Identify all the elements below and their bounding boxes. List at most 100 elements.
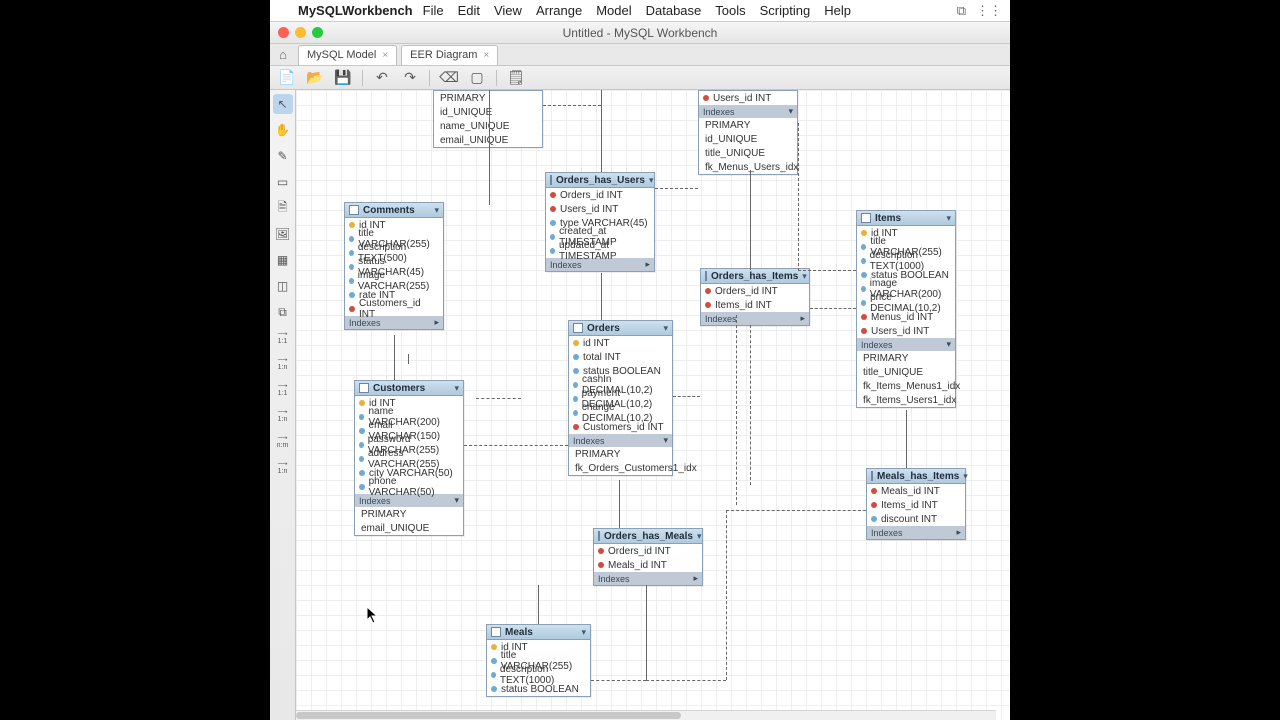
open-icon[interactable]: 📂 (306, 69, 324, 87)
fit-icon[interactable]: ▢ (468, 69, 486, 87)
menu-file[interactable]: File (423, 3, 444, 18)
entity-customers[interactable]: Customers▾id INTname VARCHAR(200)email V… (354, 380, 464, 536)
collapse-icon[interactable]: ▾ (434, 205, 439, 216)
close-icon[interactable]: × (382, 50, 388, 61)
menu-scripting[interactable]: Scripting (760, 3, 811, 18)
eraser-icon[interactable]: ⌫ (440, 69, 458, 87)
routine-tool[interactable]: ⧉ (273, 302, 293, 322)
menu-edit[interactable]: Edit (458, 3, 480, 18)
entity-orders[interactable]: Orders▾id INTtotal INTstatus BOOLEANcash… (568, 320, 673, 476)
indexes-section[interactable]: Indexes▸ (594, 572, 702, 585)
entity-header[interactable]: Comments▾ (345, 203, 443, 218)
chevron-icon[interactable]: ▸ (693, 573, 698, 584)
chevron-icon[interactable]: ▾ (788, 106, 793, 117)
home-tab-icon[interactable]: ⌂ (274, 46, 292, 64)
entity-orders_has_items[interactable]: Orders_has_Items▾Orders_id INTItems_id I… (700, 268, 810, 326)
entity-header[interactable]: Meals_has_Items▾ (867, 469, 965, 484)
column-row: Users_id INT (699, 91, 797, 105)
column-icon (861, 300, 866, 306)
indexes-section[interactable]: Indexes▸ (867, 526, 965, 539)
collapse-icon[interactable]: ▾ (963, 471, 968, 482)
entity-header[interactable]: Orders▾ (569, 321, 672, 336)
undo-icon[interactable]: ↶ (373, 69, 391, 87)
entity-name: Customers (373, 383, 450, 394)
collapse-icon[interactable]: ▾ (581, 627, 586, 638)
scrollbar-thumb[interactable] (296, 712, 681, 719)
horizontal-scrollbar[interactable] (296, 710, 996, 720)
column-icon (861, 244, 866, 250)
entity-orders_has_users[interactable]: Orders_has_Users▾Orders_id INTUsers_id I… (545, 172, 655, 272)
column-row: discount INT (867, 512, 965, 526)
relationship-tool-4[interactable]: ⟶n:m (273, 432, 293, 452)
close-icon[interactable]: × (483, 50, 489, 61)
chevron-icon[interactable]: ▾ (663, 435, 668, 446)
chevron-icon[interactable]: ▸ (800, 313, 805, 324)
tab-mysql-model[interactable]: MySQL Model× (298, 45, 397, 65)
relationship-tool-2[interactable]: ⟶1:1 (273, 380, 293, 400)
connector (906, 410, 907, 468)
entity-partial_top_right[interactable]: Users_id INTIndexes▾PRIMARYid_UNIQUEtitl… (698, 90, 798, 175)
eer-canvas[interactable]: PRIMARYid_UNIQUEname_UNIQUEemail_UNIQUE U… (296, 90, 1010, 720)
chevron-icon[interactable]: ▾ (946, 339, 951, 350)
entity-header[interactable]: Customers ▾ (355, 381, 463, 396)
chevron-icon[interactable]: ▸ (956, 527, 961, 538)
pencil-tool[interactable]: ✎ (273, 146, 293, 166)
relationship-tool-5[interactable]: ⟶1:n (273, 458, 293, 478)
collapse-icon[interactable]: ▾ (802, 271, 807, 282)
relationship-tool-0[interactable]: ⟶1:1 (273, 328, 293, 348)
menu-database[interactable]: Database (646, 3, 702, 18)
section-label: Indexes (573, 436, 605, 446)
menu-tools[interactable]: Tools (715, 3, 745, 18)
entity-meals_has_items[interactable]: Meals_has_Items▾Meals_id INTItems_id INT… (866, 468, 966, 540)
entity-header[interactable]: Orders_has_Meals▾ (594, 529, 702, 544)
view-tool[interactable]: ◫ (273, 276, 293, 296)
indexes-section[interactable]: Indexes▸ (701, 312, 809, 325)
airplay-icon[interactable]: ⧉ (957, 3, 966, 19)
entity-orders_has_meals[interactable]: Orders_has_Meals▾Orders_id INTMeals_id I… (593, 528, 703, 586)
redo-icon[interactable]: ↷ (401, 69, 419, 87)
index-row: id_UNIQUE (434, 105, 542, 119)
connector (750, 325, 751, 485)
indexes-section[interactable]: Indexes▾ (699, 105, 797, 118)
indexes-section[interactable]: Indexes ▾ (569, 434, 672, 447)
entity-comments[interactable]: Comments▾id INTtitle VARCHAR(255)descrip… (344, 202, 444, 330)
menu-view[interactable]: View (494, 3, 522, 18)
menu-help[interactable]: Help (824, 3, 851, 18)
column-icon (550, 220, 556, 226)
note-tool[interactable]: 🗎 (273, 198, 293, 218)
save-icon[interactable]: 💾 (334, 69, 352, 87)
entity-header[interactable]: Orders_has_Items▾ (701, 269, 809, 284)
relationship-tool-3[interactable]: ⟶1:n (273, 406, 293, 426)
chevron-icon[interactable]: ▸ (434, 317, 439, 328)
entity-header[interactable]: Meals▾ (487, 625, 590, 640)
connector (489, 90, 490, 205)
menu-arrange[interactable]: Arrange (536, 3, 582, 18)
collapse-icon[interactable]: ▾ (697, 531, 702, 542)
tab-eer-diagram[interactable]: EER Diagram × (401, 45, 498, 65)
layer-tool[interactable]: ▭ (273, 172, 293, 192)
connector (591, 680, 646, 681)
chevron-icon[interactable]: ▾ (454, 495, 459, 506)
relationship-tool-1[interactable]: ⟶1:n (273, 354, 293, 374)
chevron-icon[interactable]: ▸ (645, 259, 650, 270)
collapse-icon[interactable]: ▾ (454, 383, 459, 394)
entity-meals[interactable]: Meals▾id INTtitle VARCHAR(255)descriptio… (486, 624, 591, 697)
table-tool[interactable]: ▦ (273, 250, 293, 270)
collapse-icon[interactable]: ▾ (663, 323, 668, 334)
tab-label: EER Diagram (410, 49, 477, 61)
collapse-icon[interactable]: ▾ (649, 175, 654, 186)
hand-tool[interactable]: ✋ (273, 120, 293, 140)
entity-header[interactable]: Orders_has_Users▾ (546, 173, 654, 188)
wifi-icon[interactable]: ⋮⋮ (976, 3, 1002, 19)
entity-partial_top_left[interactable]: PRIMARYid_UNIQUEname_UNIQUEemail_UNIQUE (433, 90, 543, 148)
indexes-section[interactable]: Indexes▾ (857, 338, 955, 351)
image-tool[interactable]: 🖼 (273, 224, 293, 244)
pointer-tool[interactable]: ↖ (273, 94, 293, 114)
entity-header[interactable]: Items▾ (857, 211, 955, 226)
entity-items[interactable]: Items▾id INTtitle VARCHAR(255)descriptio… (856, 210, 956, 408)
menu-model[interactable]: Model (596, 3, 631, 18)
app-name[interactable]: MySQLWorkbench (298, 3, 413, 18)
new-model-icon[interactable]: 📄 (278, 69, 296, 87)
collapse-icon[interactable]: ▾ (946, 213, 951, 224)
note-icon[interactable]: 🗒 (507, 69, 525, 87)
